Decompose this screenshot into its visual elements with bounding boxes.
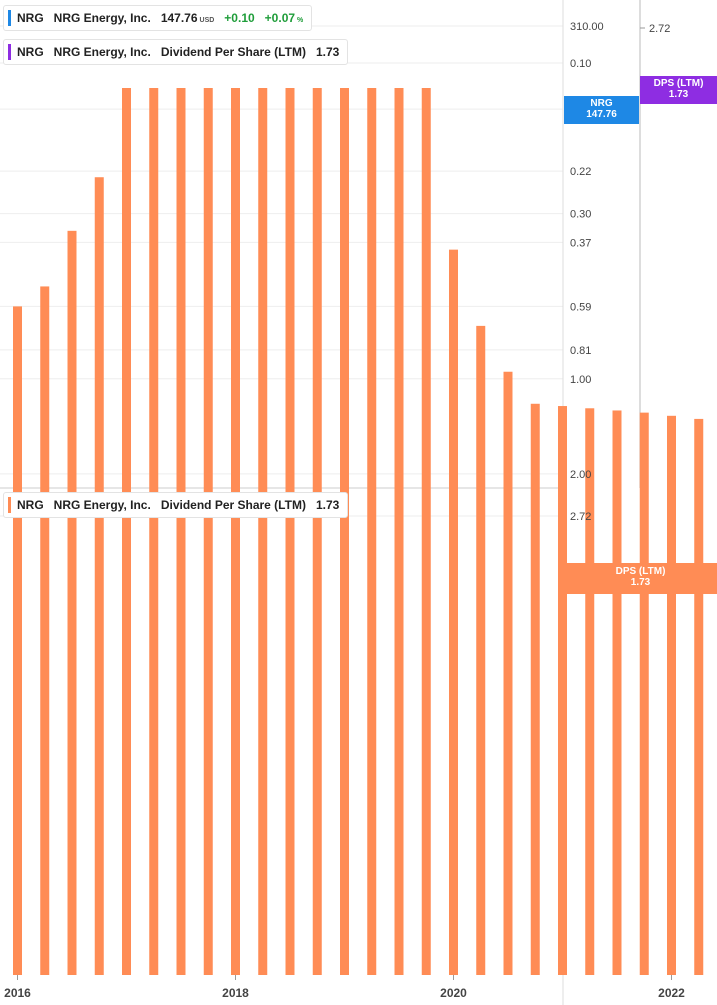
- bar-tick-label: 0.30: [570, 209, 591, 221]
- dps-bottom-tag-value: 1.73: [630, 577, 651, 588]
- dps-bar: [585, 408, 595, 975]
- dps-top-value: 1.73: [315, 45, 340, 59]
- dps-top-tag: DPS (LTM) 1.73: [640, 76, 717, 104]
- dps-bottom-company: NRG Energy, Inc.: [53, 498, 151, 512]
- dps-bar: [149, 88, 159, 975]
- price-legend[interactable]: NRG NRG Energy, Inc. 147.76 USD +0.10 +0…: [3, 5, 313, 31]
- dps-bar: [530, 403, 540, 975]
- dps-bar: [667, 415, 676, 976]
- bar-tick-label: 0.59: [570, 301, 591, 313]
- price-change: +0.10: [224, 11, 255, 25]
- dps-bottom-metric: Dividend Per Share (LTM): [160, 498, 306, 512]
- bar-tick-label: 1.00: [570, 374, 591, 386]
- dps-top-tag-value: 1.73: [668, 89, 689, 100]
- dps-bar: [40, 286, 50, 975]
- dps-top-swatch: [8, 44, 11, 60]
- dps-bottom-tag: DPS (LTM) 1.73: [564, 563, 717, 594]
- price-company: NRG Energy, Inc.: [53, 11, 151, 25]
- dps-bottom-ticker: NRG: [17, 498, 44, 512]
- year-label: 2016: [4, 986, 31, 1000]
- dps-bar: [340, 88, 349, 975]
- dps-bar: [639, 412, 649, 976]
- bar-tick-label: 0.81: [570, 345, 591, 357]
- bar-tick-label: 2.72: [570, 511, 591, 523]
- bar-tick-label: 0.22: [570, 166, 591, 178]
- dps-top-legend[interactable]: NRG NRG Energy, Inc. Dividend Per Share …: [3, 39, 349, 65]
- bar-tick-label: 2.00: [570, 469, 591, 481]
- dps-bottom-tag-label: DPS (LTM): [615, 566, 666, 577]
- dps-bar: [67, 230, 77, 975]
- dps-bottom-value: 1.73: [315, 498, 340, 512]
- dps-bar: [476, 325, 486, 976]
- dps-bars: [13, 88, 704, 976]
- price-ticker: NRG: [17, 11, 44, 25]
- price-swatch: [8, 10, 11, 26]
- bar-tick-label: 0.10: [570, 58, 591, 70]
- dps-bar: [231, 88, 240, 975]
- dps-top-company: NRG Energy, Inc.: [53, 45, 151, 59]
- price-tag-label: NRG: [590, 98, 613, 109]
- price-tag: NRG 147.76: [564, 96, 639, 124]
- dps-bottom-legend[interactable]: NRG NRG Energy, Inc. Dividend Per Share …: [3, 492, 349, 518]
- dps-bottom-swatch: [8, 497, 11, 513]
- dps-bar: [503, 371, 513, 975]
- dps-bar: [285, 88, 295, 975]
- dps-bar: [558, 406, 567, 975]
- dps-bar: [612, 410, 622, 975]
- dps-bar: [94, 177, 104, 975]
- dps-bar: [176, 88, 186, 975]
- dps-top-ticker: NRG: [17, 45, 44, 59]
- dps-bar: [449, 249, 458, 976]
- dps-bar: [258, 88, 268, 975]
- year-label: 2020: [440, 986, 467, 1000]
- price-change-pct: +0.07: [264, 11, 296, 25]
- year-label: 2018: [222, 986, 249, 1000]
- dps-top-metric: Dividend Per Share (LTM): [160, 45, 306, 59]
- dps-bar: [203, 88, 213, 975]
- year-label: 2022: [658, 986, 685, 1000]
- bar-tick-label: 0.37: [570, 237, 591, 249]
- dps-bar: [367, 88, 377, 975]
- dps-bar: [13, 306, 22, 975]
- dps-bar: [312, 88, 322, 975]
- dps-tick-label: 2.72: [649, 23, 670, 35]
- price-change-pct-sign: %: [297, 16, 304, 24]
- price-unit: USD: [199, 16, 215, 24]
- dps-bar: [694, 418, 704, 975]
- price-tick-label: 310.00: [570, 21, 604, 33]
- dps-bar: [122, 88, 131, 975]
- price-tag-value: 147.76: [586, 109, 617, 120]
- dps-bar: [421, 88, 431, 975]
- dps-top-tag-label: DPS (LTM): [653, 78, 704, 89]
- dps-bar: [394, 88, 404, 975]
- price-value: 147.76: [160, 11, 198, 25]
